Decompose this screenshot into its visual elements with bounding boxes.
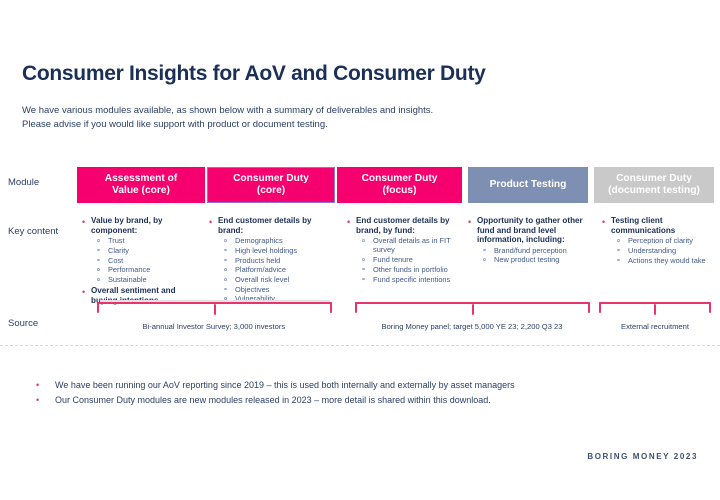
row-label-key-content: Key content xyxy=(8,226,59,237)
bracket-stem xyxy=(471,304,474,315)
module-label-line-2: (document testing) xyxy=(608,185,700,196)
key-content-subitem: Products held xyxy=(223,256,334,265)
bracket-bar xyxy=(355,302,590,304)
note-item: • Our Consumer Duty modules are new modul… xyxy=(36,394,515,406)
key-content-subitem: Platform/advice xyxy=(223,265,334,274)
key-content-heading: Opportunity to gather other fund and bra… xyxy=(477,216,583,245)
module-label-line-1: Product Testing xyxy=(489,178,567,190)
key-content-subitem: New product testing xyxy=(482,255,588,264)
col-consumer-duty-focus: • End customer details by brand, by fund:… xyxy=(347,216,467,286)
bracket-leg-right xyxy=(588,302,590,313)
key-content-sublist: Overall details as in FIT survey Fund ten… xyxy=(347,236,467,284)
bullet-dot-icon: • xyxy=(347,217,351,227)
row-label-source: Source xyxy=(8,318,39,329)
key-content-subitem: Actions they would take xyxy=(616,256,720,265)
key-content-subitem: High level holdings xyxy=(223,246,334,255)
bracket-leg-right xyxy=(330,302,332,313)
note-item: • We have been running our AoV reporting … xyxy=(36,379,515,391)
key-content-subitem: Other funds in portfolio xyxy=(361,265,467,274)
key-content-sublist: Demographics High level holdings Products … xyxy=(209,236,334,303)
source-external-recruitment: External recruitment xyxy=(621,322,689,331)
key-content-heading: Value by brand, by component: xyxy=(91,216,163,235)
key-content-subitem: Trust xyxy=(96,236,204,245)
col-consumer-duty-core: • End customer details by brand: Demograph… xyxy=(209,216,334,306)
key-content-sublist: Trust Clarity Cost Performance Sustainable xyxy=(82,236,204,284)
key-content-bullet: • End customer details by brand, by fund: xyxy=(347,216,467,235)
notes-list: • We have been running our AoV reporting … xyxy=(36,379,515,409)
key-content-subitem: Demographics xyxy=(223,236,334,245)
key-content-subitem: Cost xyxy=(96,256,204,265)
bracket-leg-left xyxy=(355,302,357,313)
bullet-dot-icon: • xyxy=(36,395,40,405)
key-content-subitem: Vulnerability xyxy=(223,294,334,303)
page-subtitle: We have various modules available, as sh… xyxy=(22,104,433,131)
key-content-heading: End customer details by brand, by fund: xyxy=(356,216,450,235)
source-investor-survey: Bi-annual Investor Survey; 3,000 investo… xyxy=(142,322,286,331)
page-title: Consumer Insights for AoV and Consumer D… xyxy=(22,62,486,85)
key-content-subitem: Overall risk level xyxy=(223,275,334,284)
key-content-bullet: • Opportunity to gather other fund and br… xyxy=(468,216,588,245)
key-content-subitem: Perception of clarity xyxy=(616,236,720,245)
bracket-leg-right xyxy=(709,302,711,313)
key-content-bullet: • End customer details by brand: xyxy=(209,216,334,235)
module-label-line-2: (core) xyxy=(256,185,286,196)
row-label-module: Module xyxy=(8,177,40,188)
bullet-dot-icon: • xyxy=(209,217,213,227)
source-bracket xyxy=(355,302,590,315)
key-content-sublist: Perception of clarity Understanding Action… xyxy=(602,236,720,265)
bullet-dot-icon: • xyxy=(602,217,606,227)
note-text: Our Consumer Duty modules are new module… xyxy=(55,395,491,405)
key-content-subitem: Clarity xyxy=(96,246,204,255)
col-assessment-of-value: • Value by brand, by component: Trust Clari… xyxy=(82,216,204,306)
bullet-dot-icon: • xyxy=(468,217,472,227)
module-label-line-1: Consumer Duty xyxy=(616,172,692,184)
section-divider xyxy=(0,345,720,346)
subtitle-line-2: Please advise if you would like support … xyxy=(22,118,328,130)
bullet-dot-icon: • xyxy=(82,287,86,298)
grey-accent-bar xyxy=(100,300,330,302)
key-content-heading: Testing client communications xyxy=(611,216,676,235)
footer-brand: BORING MONEY 2023 xyxy=(587,452,698,461)
key-content-bullet: • Value by brand, by component: xyxy=(82,216,204,235)
module-label-line-2: Value (core) xyxy=(112,185,170,196)
module-label-line-1: Consumer Duty xyxy=(361,172,438,184)
module-label-line-2: (focus) xyxy=(382,185,417,196)
key-content-subitem: Understanding xyxy=(616,246,720,255)
key-content-heading: End customer details by brand: xyxy=(218,216,312,235)
module-label-line-1: Assessment of xyxy=(104,172,178,184)
key-content-subitem: Brand/fund perception xyxy=(482,246,588,255)
source-bracket xyxy=(97,302,332,315)
module-label-line-1: Consumer Duty xyxy=(233,172,309,184)
bracket-bar xyxy=(599,302,711,304)
col-document-testing: • Testing client communications Perception… xyxy=(602,216,720,267)
module-box-consumer-duty-core[interactable]: Consumer Duty (core) xyxy=(207,167,335,203)
module-box-consumer-duty-document-testing[interactable]: Consumer Duty (document testing) xyxy=(594,167,714,203)
bracket-leg-left xyxy=(97,302,99,313)
key-content-subitem: Objectives xyxy=(223,285,334,294)
key-content-subitem: Sustainable xyxy=(96,275,204,284)
key-content-sublist: Brand/fund perception New product testing xyxy=(468,246,588,265)
module-box-consumer-duty-focus[interactable]: Consumer Duty (focus) xyxy=(337,167,462,203)
source-bracket xyxy=(599,302,711,315)
bracket-leg-left xyxy=(599,302,601,313)
bracket-stem xyxy=(654,304,656,315)
bullet-dot-icon: • xyxy=(36,380,40,390)
note-text: We have been running our AoV reporting s… xyxy=(55,380,515,390)
bullet-dot-icon: • xyxy=(82,217,86,227)
bracket-bar xyxy=(97,302,332,304)
col-product-testing: • Opportunity to gather other fund and br… xyxy=(468,216,588,267)
source-boring-money-panel: Boring Money panel; target 5,000 YE 23; … xyxy=(381,322,563,331)
key-content-bullet: • Testing client communications xyxy=(602,216,720,235)
key-content-subitem: Performance xyxy=(96,265,204,274)
key-content-subitem: Overall details as in FIT survey xyxy=(361,236,467,254)
module-box-assessment-of-value-core[interactable]: Assessment of Value (core) xyxy=(77,167,205,203)
bracket-stem xyxy=(213,304,216,315)
subtitle-line-1: We have various modules available, as sh… xyxy=(22,105,434,116)
key-content-subitem: Fund specific intentions xyxy=(361,275,467,284)
module-box-product-testing[interactable]: Product Testing xyxy=(468,167,588,203)
key-content-subitem: Fund tenure xyxy=(361,255,467,264)
